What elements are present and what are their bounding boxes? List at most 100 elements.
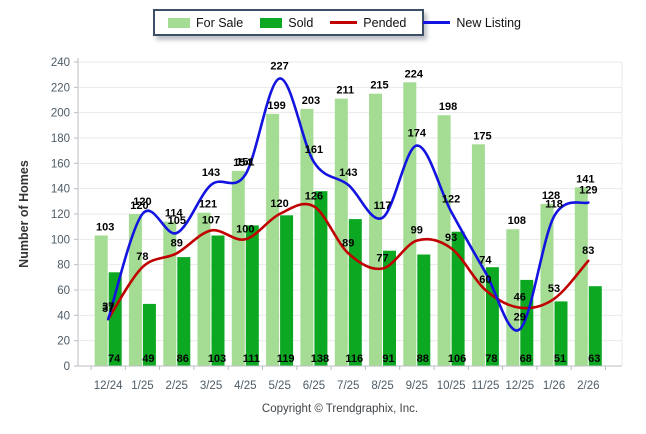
value-label-new-listing: 74 — [479, 254, 492, 266]
bar-sold — [314, 191, 328, 366]
value-label-for-sale: 108 — [508, 215, 526, 227]
value-label-sold: 116 — [345, 353, 363, 365]
value-label-sold: 68 — [520, 353, 532, 365]
value-label-sold: 78 — [485, 353, 497, 365]
value-label-for-sale: 211 — [336, 85, 354, 97]
bar-sold — [280, 215, 294, 366]
value-label-sold: 74 — [108, 353, 121, 365]
value-label-sold: 119 — [277, 353, 295, 365]
value-label-pended: 83 — [582, 245, 594, 257]
value-label-pended: 89 — [171, 237, 183, 249]
y-tick-label: 200 — [51, 108, 70, 120]
y-tick-label: 80 — [57, 260, 70, 272]
value-label-new-listing: 29 — [514, 311, 526, 323]
chart-legend: For Sale Sold Pended New Listing — [153, 9, 521, 36]
value-label-for-sale: 154 — [233, 157, 252, 169]
line-new-listing — [106, 77, 590, 332]
x-tick-label: 1/26 — [543, 380, 565, 392]
value-label-new-listing: 143 — [202, 167, 220, 179]
bar-for-sale — [369, 93, 382, 366]
value-label-for-sale: 175 — [473, 130, 491, 142]
bar-for-sale — [574, 187, 588, 366]
x-tick-label: 6/25 — [303, 380, 325, 392]
x-tick-label: 12/24 — [94, 380, 123, 392]
value-label-new-listing: 161 — [305, 144, 323, 156]
value-label-new-listing: 118 — [545, 199, 563, 211]
bar-sold — [108, 272, 122, 366]
value-label-new-listing: 105 — [168, 215, 186, 227]
value-label-new-listing: 120 — [133, 196, 151, 208]
legend-label: New Listing — [456, 15, 522, 30]
bar-sold — [417, 254, 431, 366]
value-label-for-sale: 224 — [405, 68, 424, 80]
value-label-for-sale: 128 — [542, 190, 560, 202]
value-label-sold: 103 — [208, 353, 226, 365]
legend-label: Sold — [288, 15, 314, 30]
y-tick-label: 140 — [51, 184, 70, 196]
bar-for-sale — [197, 212, 211, 366]
value-label-for-sale: 141 — [576, 173, 594, 185]
value-label-new-listing: 129 — [579, 185, 597, 197]
value-label-new-listing: 227 — [270, 61, 288, 73]
legend-item-sold: Sold — [260, 16, 313, 30]
value-label-pended: 37 — [102, 303, 114, 315]
x-tick-label: 5/25 — [268, 380, 290, 392]
bar-sold — [177, 257, 191, 366]
value-label-for-sale: 103 — [96, 222, 114, 234]
bar-for-sale — [266, 113, 280, 367]
value-label-for-sale: 203 — [302, 95, 320, 107]
y-tick-label: 60 — [57, 285, 70, 297]
y-tick-label: 40 — [57, 310, 70, 322]
value-label-pended: 93 — [445, 232, 457, 244]
value-label-new-listing: 122 — [442, 194, 460, 206]
bar-for-sale — [94, 235, 108, 366]
x-tick-label: 12/25 — [505, 380, 534, 392]
x-tick-label: 1/25 — [131, 380, 153, 392]
bar-sold — [245, 225, 259, 366]
value-label-pended: 120 — [270, 198, 288, 210]
value-label-pended: 78 — [136, 251, 148, 263]
bar-sold — [211, 235, 225, 366]
value-label-pended: 89 — [342, 237, 354, 249]
value-label-new-listing: 174 — [408, 128, 427, 140]
y-tick-label: 0 — [64, 361, 70, 373]
value-label-for-sale: 198 — [439, 101, 457, 113]
value-label-for-sale: 121 — [199, 199, 217, 211]
bar-for-sale — [231, 170, 245, 366]
value-label-pended: 46 — [514, 292, 526, 304]
y-tick-label: 220 — [51, 82, 70, 94]
pended-line-icon — [330, 21, 358, 24]
y-tick-label: 240 — [51, 57, 70, 69]
value-label-pended: 100 — [236, 223, 254, 235]
legend-label: For Sale — [196, 15, 244, 30]
value-label-sold: 51 — [554, 353, 566, 365]
bar-sold — [142, 303, 156, 366]
y-tick-label: 160 — [51, 158, 70, 170]
y-tick-label: 120 — [51, 209, 70, 221]
bar-sold — [383, 250, 396, 366]
value-label-sold: 88 — [417, 353, 429, 365]
value-label-sold: 138 — [311, 353, 329, 365]
value-label-for-sale: 120 — [130, 200, 148, 212]
bar-for-sale — [334, 98, 348, 366]
y-axis-title: Number of Homes — [17, 160, 31, 268]
value-label-sold: 86 — [177, 353, 189, 365]
x-tick-label: 9/25 — [406, 380, 428, 392]
value-label-pended: 99 — [411, 225, 423, 237]
value-label-pended: 77 — [376, 253, 388, 265]
value-label-sold: 91 — [382, 353, 394, 365]
x-tick-label: 10/25 — [437, 380, 466, 392]
bar-for-sale — [506, 229, 520, 366]
line-pended — [106, 202, 590, 321]
value-label-pended: 53 — [548, 283, 560, 295]
value-label-sold: 49 — [142, 353, 154, 365]
x-tick-label: 8/25 — [371, 380, 393, 392]
legend-label: Pended — [363, 15, 407, 30]
legend-item-new-listing: New Listing — [423, 16, 521, 30]
value-label-for-sale: 114 — [165, 208, 184, 220]
bar-for-sale — [437, 115, 451, 366]
value-label-pended: 107 — [202, 215, 220, 227]
value-label-sold: 63 — [588, 353, 600, 365]
